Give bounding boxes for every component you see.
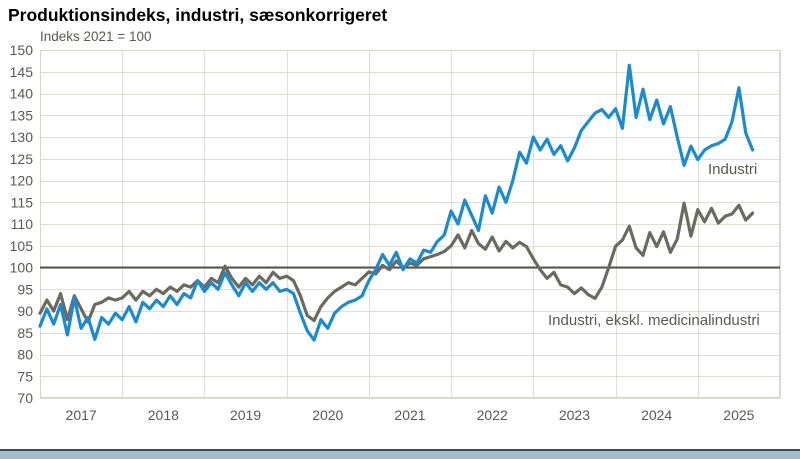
svg-text:80: 80 [17,347,33,363]
svg-text:140: 140 [10,86,34,102]
svg-text:85: 85 [17,325,33,341]
svg-text:2025: 2025 [723,407,754,423]
y-axis-labels: 150 145 140 135 130 125 120 115 110 105 100 95 90 85 8… [10,42,34,406]
grid-lines [40,50,781,399]
svg-text:2021: 2021 [394,407,425,423]
svg-text:2023: 2023 [559,407,590,423]
svg-text:95: 95 [17,281,33,297]
svg-text:120: 120 [10,173,34,189]
series-line-industri-ekskl-medicinalindustri [38,201,755,324]
series-label-industri: Industri [708,161,758,178]
svg-text:90: 90 [17,303,33,319]
svg-text:105: 105 [10,238,34,254]
svg-text:135: 135 [10,107,34,123]
svg-text:130: 130 [10,129,34,145]
series-line-industri [38,63,755,342]
svg-text:75: 75 [17,368,33,384]
svg-text:2022: 2022 [477,407,508,423]
svg-text:150: 150 [10,42,34,58]
svg-text:2024: 2024 [641,407,672,423]
plot-border [40,50,780,398]
footer-brand-line [0,449,800,451]
footer-brand-fill [0,451,800,459]
svg-text:145: 145 [10,64,34,80]
footer-brand-bar [0,449,800,459]
svg-text:2018: 2018 [148,407,179,423]
x-axis-labels: 2017 2018 2019 2020 2021 2022 2023 2024 2025 [66,407,755,423]
svg-text:2020: 2020 [312,407,343,423]
svg-text:70: 70 [17,390,33,406]
svg-text:115: 115 [11,194,34,210]
svg-text:2019: 2019 [230,407,261,423]
svg-text:100: 100 [10,260,34,276]
svg-text:110: 110 [11,216,34,232]
series-label-ekskl-medicinalindustri: Industri, ekskl. medicinalindustri [548,312,760,329]
axis-unit-label: Indeks 2021 = 100 [40,29,152,44]
chart-title: Produktionsindeks, industri, sæsonkorrig… [8,5,388,25]
svg-text:2017: 2017 [66,407,97,423]
svg-text:125: 125 [10,151,34,167]
